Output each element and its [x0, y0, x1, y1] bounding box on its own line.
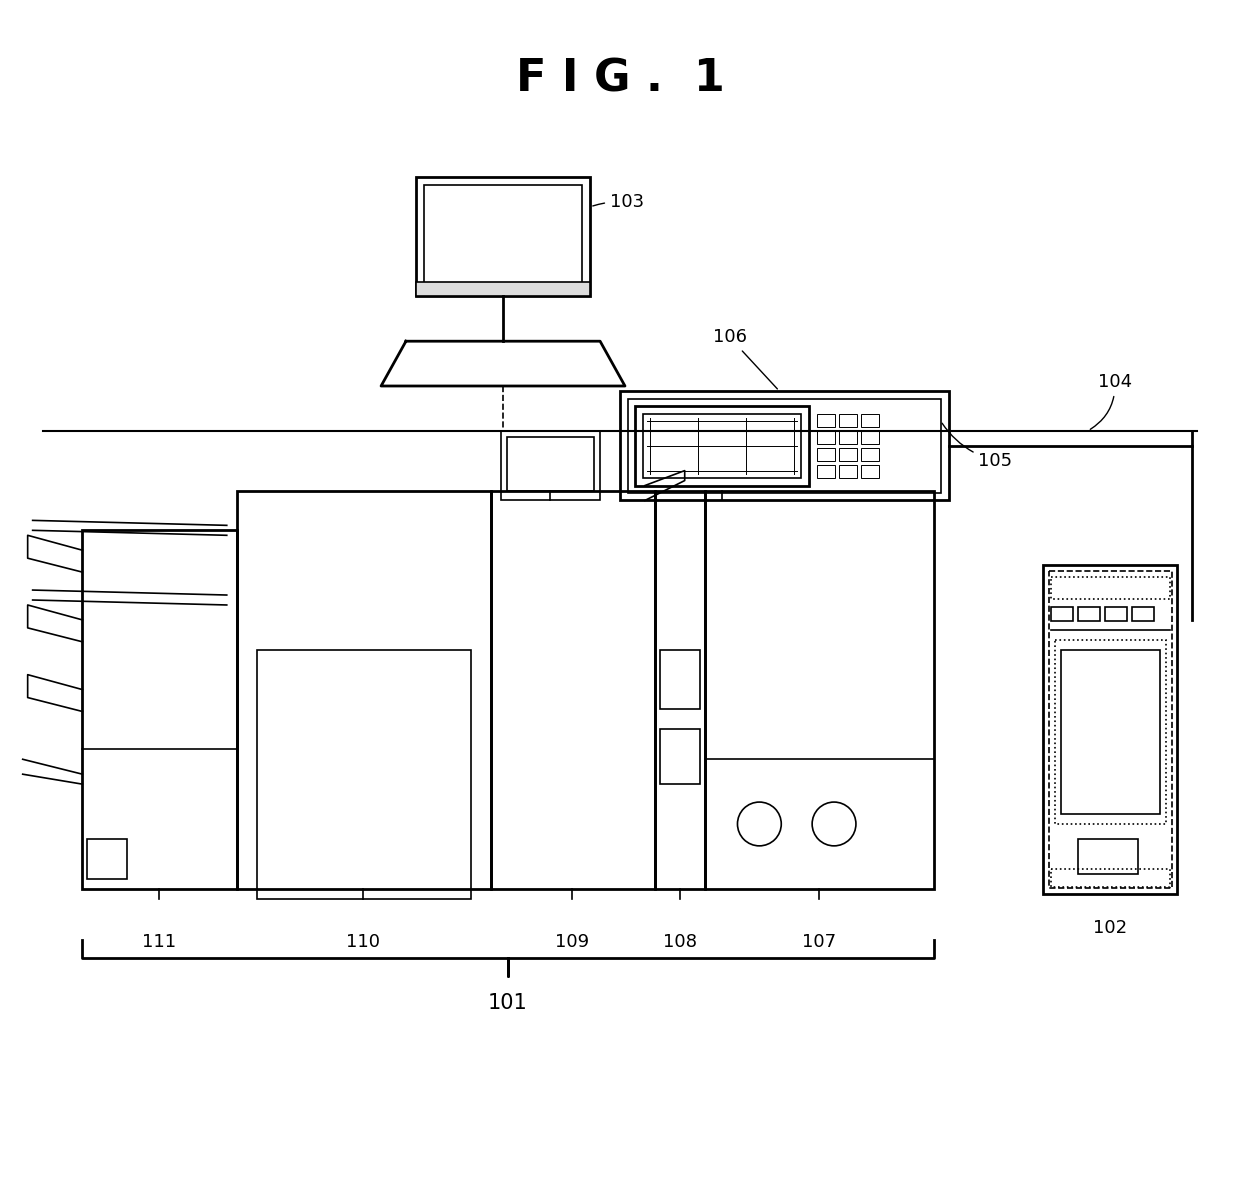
Bar — [506, 436, 594, 490]
Bar — [839, 430, 857, 444]
Bar — [1132, 607, 1153, 621]
Bar — [87, 839, 128, 879]
Bar — [861, 413, 879, 427]
Bar — [817, 430, 835, 444]
Bar — [839, 413, 857, 427]
Bar — [817, 465, 835, 477]
Bar — [642, 413, 801, 477]
Text: 106: 106 — [713, 328, 777, 389]
Text: 105: 105 — [942, 423, 1013, 470]
Bar — [817, 447, 835, 460]
Bar — [1061, 650, 1159, 814]
Bar — [1052, 577, 1169, 599]
Bar — [1105, 607, 1127, 621]
Text: 103: 103 — [593, 192, 644, 210]
Text: 102: 102 — [1092, 918, 1127, 936]
Text: 104: 104 — [1090, 373, 1132, 429]
Text: 108: 108 — [662, 934, 697, 952]
Text: F I G .  1: F I G . 1 — [516, 58, 724, 101]
Bar — [1052, 869, 1169, 887]
Bar — [1078, 607, 1100, 621]
Bar — [655, 490, 704, 888]
Bar — [635, 406, 810, 486]
Bar — [237, 490, 491, 888]
Text: 110: 110 — [346, 934, 381, 952]
Bar — [257, 650, 471, 899]
Bar — [82, 530, 237, 888]
Bar — [817, 413, 835, 427]
Text: 109: 109 — [556, 934, 589, 952]
Bar — [415, 282, 590, 297]
Bar — [424, 185, 582, 285]
Bar — [1043, 565, 1178, 893]
Bar — [839, 447, 857, 460]
Bar — [1052, 607, 1073, 621]
Text: 111: 111 — [143, 934, 176, 952]
Text: 107: 107 — [802, 934, 836, 952]
Bar — [861, 465, 879, 477]
Bar — [501, 430, 600, 500]
Bar — [491, 490, 655, 888]
Bar — [861, 447, 879, 460]
Bar — [1055, 639, 1166, 823]
Bar — [861, 430, 879, 444]
Bar — [839, 465, 857, 477]
Bar — [620, 391, 949, 500]
Bar — [660, 730, 699, 784]
Bar — [704, 490, 934, 888]
Bar — [660, 650, 699, 709]
Bar — [415, 177, 590, 297]
Bar — [627, 399, 941, 493]
Bar — [1049, 571, 1172, 887]
Bar — [1078, 839, 1137, 874]
Text: 101: 101 — [487, 993, 527, 1013]
